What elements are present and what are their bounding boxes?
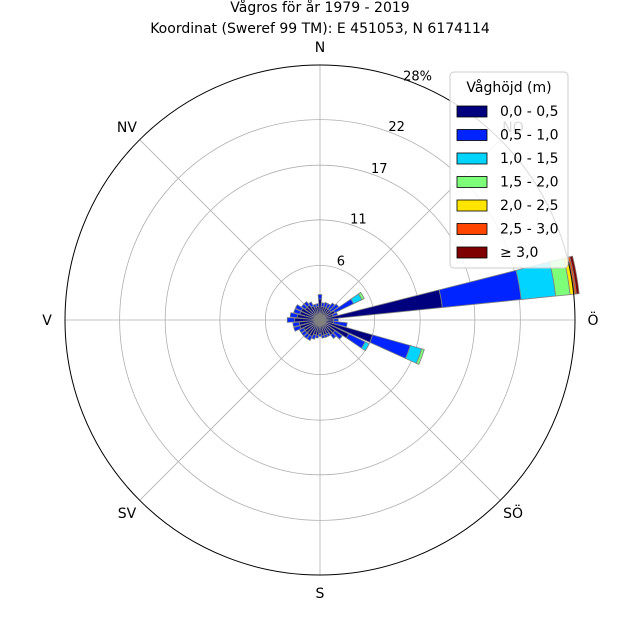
rose-bar-110-bin-3 [415, 348, 425, 365]
direction-label-S: S [316, 586, 325, 602]
rose-bar-80-bin-6 [569, 255, 580, 295]
legend-label-5: 2,5 - 3,0 [500, 222, 558, 238]
legend-swatch-5 [456, 223, 488, 235]
rose-bar-50-bin-1 [329, 303, 340, 313]
direction-label-SV: SV [118, 506, 137, 522]
direction-label-SÖ: SÖ [503, 504, 523, 522]
rose-bar-140-bin-1 [330, 332, 337, 340]
rose-bar-20-bin-1 [323, 301, 328, 309]
legend-swatch-1 [456, 129, 488, 141]
rose-bar-220-bin-1 [303, 332, 310, 340]
rose-bar-30-bin-1 [325, 303, 331, 310]
radial-tick-label-0: 6 [337, 255, 345, 270]
legend-box [449, 71, 569, 269]
outer-circle [64, 64, 576, 576]
rose-bars [286, 255, 580, 365]
direction-label-N: N [315, 40, 325, 56]
rose-bar-60-bin-3 [357, 291, 365, 301]
rose-bar-150-bin-1 [326, 332, 331, 337]
rose-bar-280-bin-1 [289, 312, 299, 319]
rose-bar-10-bin-1 [320, 302, 325, 308]
rose-bar-200-bin-1 [311, 333, 317, 340]
legend-label-0: 0,0 - 0,5 [500, 104, 558, 120]
direction-label-V: V [42, 313, 52, 329]
legend-label-3: 1,5 - 2,0 [500, 175, 558, 191]
rose-bar-340-bin-1 [312, 303, 317, 309]
polar-frame [64, 64, 576, 576]
rose-bar-260-bin-1 [292, 321, 301, 328]
rose-bar-80-bin-1 [438, 269, 522, 309]
rose-bar-180-bin-1 [318, 333, 322, 337]
grid-spoke-3 [319, 319, 501, 501]
rose-bar-90-bin-1 [333, 318, 339, 322]
direction-label-Ö: Ö [587, 311, 598, 329]
legend-label-2: 1,0 - 1,5 [500, 151, 558, 167]
legend-swatch-3 [456, 176, 488, 188]
rose-bar-110-bin-1 [369, 334, 411, 359]
rose-bar-210-bin-1 [306, 334, 313, 342]
grid-spoke-5 [139, 319, 321, 501]
rose-bar-320-bin-1 [303, 300, 310, 308]
legend-swatch-6 [456, 246, 488, 259]
rose-bar-0-bin-1 [317, 294, 323, 300]
radial-tick-label-3: 22 [388, 120, 405, 135]
rose-bar-310-bin-1 [300, 303, 308, 310]
rose-bar-240-bin-1 [298, 327, 306, 334]
rose-bar-120-bin-2 [360, 341, 370, 352]
legend-label-4: 2,0 - 2,5 [500, 198, 558, 214]
rose-bar-190-bin-1 [315, 334, 319, 339]
grid-spoke-7 [139, 139, 321, 321]
legend-swatch-2 [456, 152, 488, 165]
rose-bar-230-bin-1 [300, 330, 308, 337]
rose-bar-100-bin-1 [332, 320, 348, 328]
radial-tick-label-1: 11 [350, 212, 367, 227]
rose-bar-300-bin-1 [294, 304, 304, 312]
direction-label-NV: NV [117, 120, 137, 136]
rose-bar-70-bin-1 [331, 312, 339, 317]
radial-tick-labels: 6 11 17 22 28% [337, 69, 432, 269]
legend: Våghöjd (m) 0,0 - 0,5 0,5 - 1,0 1,0 - 1,5 1… [449, 71, 569, 269]
legend-swatch-4 [456, 199, 488, 212]
rose-bar-250-bin-1 [293, 325, 302, 332]
chart-title-line1: Vågros för år 1979 - 2019 [230, 0, 409, 16]
rose-bar-290-bin-1 [293, 308, 302, 315]
legend-title: Våghöjd (m) [466, 79, 551, 96]
chart-title-line2: Koordinat (Sweref 99 TM): E 451053, N 61… [150, 21, 490, 37]
radial-tick-label-2: 17 [371, 162, 388, 177]
rose-bar-170-bin-1 [321, 334, 325, 339]
legend-label-6: ≥ 3,0 [500, 245, 538, 261]
radial-tick-label-4: 28% [403, 69, 432, 84]
legend-label-1: 0,5 - 1,0 [500, 128, 558, 144]
rose-bar-80-bin-0 [319, 289, 443, 321]
rose-bar-40-bin-1 [327, 302, 336, 311]
rose-bar-130-bin-1 [332, 330, 343, 340]
legend-items: 0,0 - 0,5 0,5 - 1,0 1,0 - 1,5 1,5 - 2,0 2,0 … [456, 104, 558, 261]
rose-bar-270-bin-1 [286, 317, 295, 323]
polar-grid [65, 65, 575, 575]
rose-bar-350-bin-1 [315, 303, 320, 308]
rose-bar-330-bin-1 [308, 301, 314, 308]
legend-swatch-0 [456, 105, 488, 118]
rose-bar-160-bin-1 [323, 333, 328, 339]
